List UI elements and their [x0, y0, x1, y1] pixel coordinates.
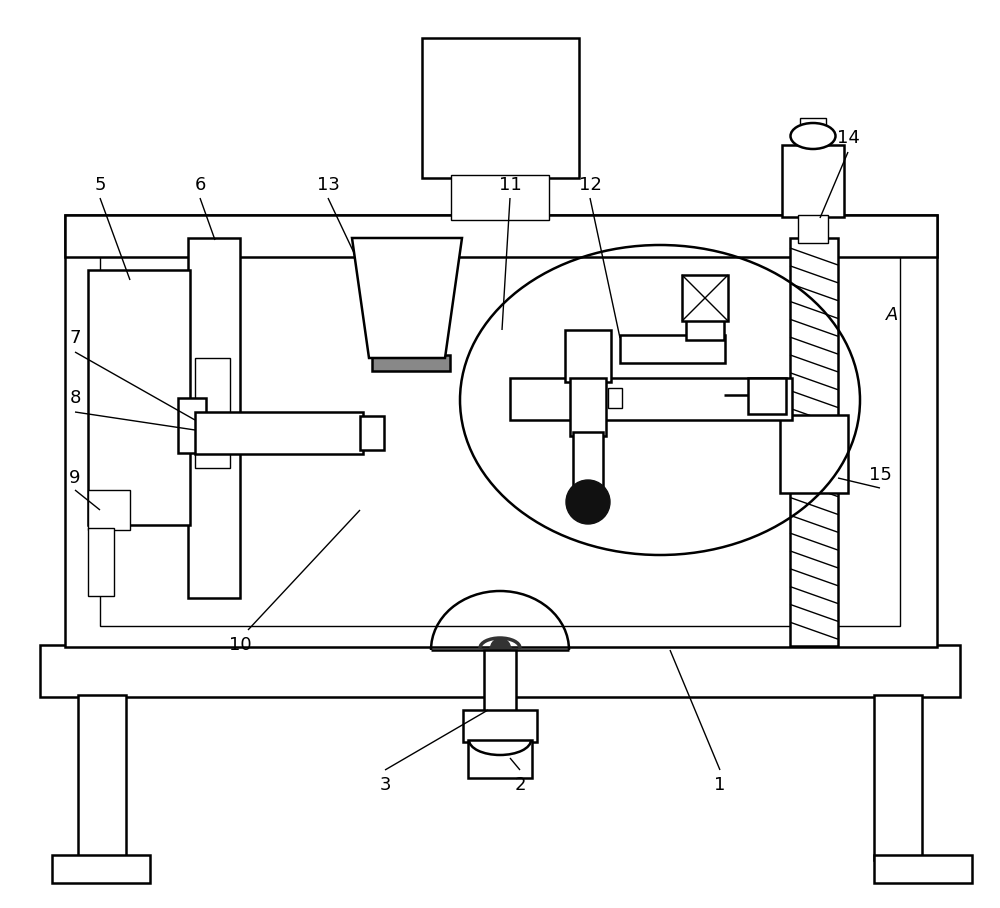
Text: 1: 1	[714, 776, 726, 794]
Bar	[874, 695, 922, 860]
Bar	[65, 215, 937, 257]
Bar	[422, 38, 579, 178]
Bar	[372, 355, 450, 371]
Text: 9: 9	[69, 469, 81, 487]
Ellipse shape	[790, 123, 836, 149]
Text: 15: 15	[869, 466, 891, 484]
Bar	[52, 855, 150, 883]
Bar	[65, 215, 937, 647]
Polygon shape	[352, 238, 462, 358]
Bar	[195, 358, 230, 468]
Text: 5: 5	[94, 176, 106, 194]
Bar	[800, 118, 826, 140]
Bar	[608, 388, 622, 408]
Bar	[40, 645, 960, 697]
Bar	[100, 238, 900, 626]
Bar	[790, 238, 838, 646]
Bar	[195, 412, 363, 454]
Bar	[463, 710, 537, 742]
Bar	[451, 175, 549, 220]
Text: 7: 7	[69, 329, 81, 347]
Bar	[468, 740, 532, 778]
Bar	[510, 378, 792, 420]
Text: 6: 6	[194, 176, 206, 194]
Bar	[782, 145, 844, 217]
Bar	[573, 432, 603, 492]
Bar	[484, 650, 516, 712]
Circle shape	[566, 480, 610, 524]
Bar	[178, 398, 206, 453]
Bar	[798, 215, 828, 243]
Text: 3: 3	[379, 776, 391, 794]
Bar	[874, 855, 972, 883]
Text: 13: 13	[317, 176, 339, 194]
Text: A: A	[886, 306, 898, 324]
Bar	[780, 415, 848, 493]
Text: 12: 12	[579, 176, 601, 194]
Bar	[686, 295, 724, 340]
Bar	[88, 528, 114, 596]
Bar	[565, 330, 611, 382]
Text: 14: 14	[837, 129, 859, 147]
Bar	[682, 275, 728, 321]
Text: 2: 2	[514, 776, 526, 794]
Text: 11: 11	[499, 176, 521, 194]
Bar	[78, 695, 126, 860]
Bar	[88, 270, 190, 525]
Bar	[570, 378, 606, 436]
Bar	[188, 238, 240, 598]
Bar	[748, 378, 786, 414]
Bar	[88, 490, 130, 530]
Bar	[360, 416, 384, 450]
Bar	[620, 335, 725, 363]
Text: 10: 10	[229, 636, 251, 654]
Text: 8: 8	[69, 389, 81, 407]
